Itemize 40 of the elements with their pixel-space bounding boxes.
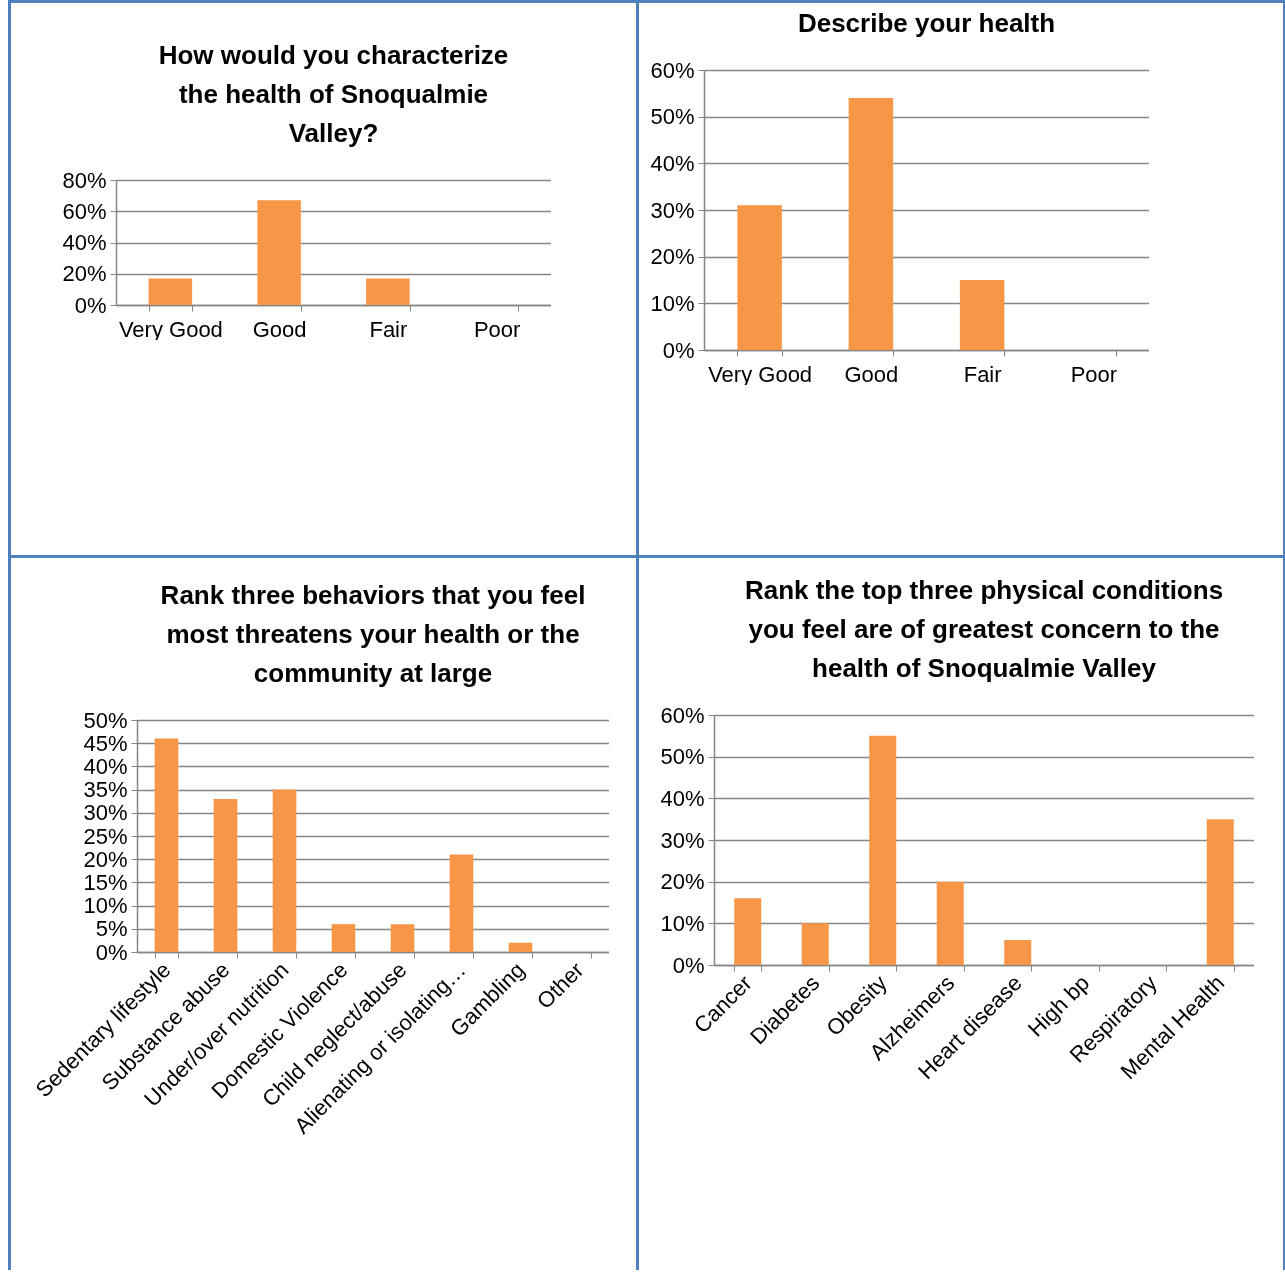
y-tick-label: 40%: [83, 753, 128, 779]
y-tick-label: 80%: [62, 167, 107, 193]
y-tick-label: 45%: [83, 730, 128, 756]
y-tick-label: 0%: [662, 337, 695, 363]
y-tick-label: 10%: [83, 893, 128, 919]
y-tick-label: 40%: [660, 785, 705, 811]
y-tick-label: 40%: [62, 230, 107, 255]
x-tick-label: Poor: [473, 316, 521, 342]
chart-title: How would you characterize the health of Snoqualmie Valley?: [158, 40, 509, 148]
y-tick-label: 20%: [83, 846, 128, 872]
y-tick-label: 20%: [650, 244, 695, 270]
y-tick-label: 50%: [650, 104, 695, 130]
y-tick-label: 10%: [650, 290, 695, 316]
y-tick-label: 0%: [672, 952, 705, 978]
chart-title: Describe your health: [797, 8, 1056, 38]
y-tick-label: 5%: [95, 916, 128, 942]
y-tick-label: 0%: [95, 939, 128, 965]
y-tick-label: 60%: [660, 702, 705, 728]
x-tick-label: Fair: [369, 316, 408, 342]
x-tick-label: Poor: [1070, 361, 1118, 387]
y-tick-label: 30%: [660, 827, 705, 853]
y-tick-label: 0%: [74, 292, 107, 318]
y-tick-label: 20%: [62, 261, 107, 287]
y-tick-label: 30%: [650, 197, 695, 223]
y-tick-label: 30%: [83, 800, 128, 826]
y-tick-label: 60%: [650, 57, 695, 83]
x-tick-label: Good: [844, 361, 899, 387]
chart-title: Rank three behaviors that you feel most threatens your health or the community at large: [160, 580, 586, 688]
y-tick-label: 40%: [650, 150, 695, 176]
y-tick-label: 10%: [660, 910, 705, 936]
y-tick-label: 25%: [83, 823, 128, 849]
x-tick-label: Good: [252, 316, 307, 342]
y-tick-label: 50%: [660, 744, 705, 770]
chart-title: Rank the top three physical conditions you feel are of greatest concern to the health of Snoqualmie Valley: [744, 575, 1224, 683]
y-tick-label: 15%: [83, 869, 128, 895]
x-tick-label: Fair: [963, 361, 1002, 387]
y-tick-label: 20%: [660, 869, 705, 895]
y-tick-label: 60%: [62, 198, 107, 224]
y-tick-label: 35%: [83, 777, 128, 803]
y-tick-label: 50%: [83, 707, 128, 733]
